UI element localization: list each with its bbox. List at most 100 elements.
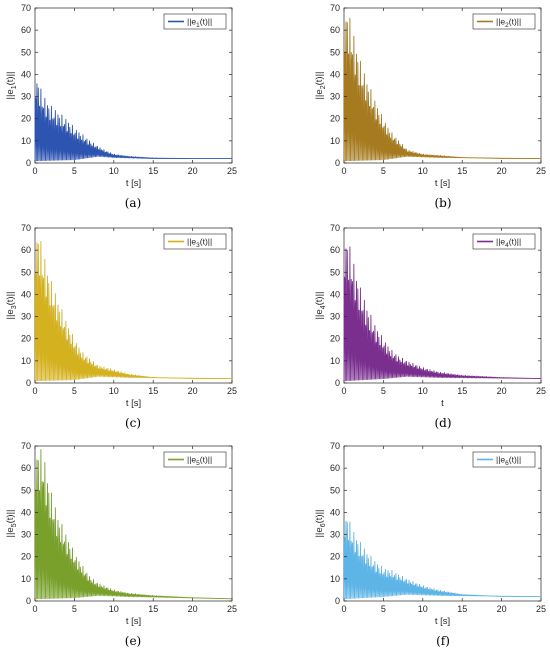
legend-label-tail: (t)|| <box>509 17 521 27</box>
y-axis-label-main: ||e <box>5 527 16 537</box>
x-tick-label: 25 <box>227 166 237 176</box>
x-tick-label: 15 <box>457 604 467 614</box>
series-line <box>344 520 541 600</box>
x-tick-label: 5 <box>381 166 386 176</box>
x-tick-label: 15 <box>148 386 158 396</box>
y-tick-label: 50 <box>21 47 31 57</box>
legend-label-main: ||e <box>187 455 196 465</box>
y-axis-label-tail: (t)|| <box>314 291 325 305</box>
x-tick-label: 25 <box>536 166 546 176</box>
legend-box <box>472 451 536 468</box>
x-tick-label: 10 <box>418 166 428 176</box>
y-tick-label: 40 <box>330 507 340 517</box>
y-axis-label: ||e4(t)|| <box>314 291 327 319</box>
legend: ||e2(t)|| <box>472 13 536 30</box>
legend-label-sub: 1 <box>196 22 200 29</box>
x-tick-label: 25 <box>227 386 237 396</box>
y-tick-label: 0 <box>26 378 31 388</box>
x-tick-label: 20 <box>497 604 507 614</box>
x-tick-label: 0 <box>32 386 37 396</box>
y-tick-label: 10 <box>21 356 31 366</box>
y-tick-label: 0 <box>335 378 340 388</box>
y-tick-label: 60 <box>21 25 31 35</box>
y-tick-label: 20 <box>330 552 340 562</box>
y-tick-label: 30 <box>330 92 340 102</box>
y-tick-label: 20 <box>330 334 340 344</box>
x-axis-label: t [s] <box>126 398 141 409</box>
x-axis-label: t [s] <box>435 616 450 627</box>
y-tick-label: 70 <box>330 3 340 13</box>
panel-caption: (b) <box>434 196 451 210</box>
y-tick-label: 60 <box>330 245 340 255</box>
x-tick-label: 0 <box>341 604 346 614</box>
legend-box <box>163 451 227 468</box>
legend-box <box>472 233 536 250</box>
x-tick-label: 25 <box>536 386 546 396</box>
x-tick-label: 20 <box>497 386 507 396</box>
x-tick-label: 5 <box>381 386 386 396</box>
x-tick-label: 10 <box>418 386 428 396</box>
y-tick-label: 50 <box>21 485 31 495</box>
y-axis-label-tail: (t)|| <box>5 71 16 85</box>
x-tick-label: 20 <box>188 166 198 176</box>
x-tick-label: 25 <box>227 604 237 614</box>
legend-label-sub: 2 <box>505 22 509 29</box>
legend-label-tail: (t)|| <box>509 455 521 465</box>
y-tick-label: 10 <box>21 136 31 146</box>
x-tick-label: 5 <box>72 604 77 614</box>
x-axis-label: t [s] <box>435 178 450 189</box>
panel-caption: (d) <box>434 416 451 430</box>
y-axis-label-tail: (t)|| <box>5 509 16 523</box>
legend-label-main: ||e <box>187 237 196 247</box>
y-tick-label: 10 <box>330 136 340 146</box>
y-axis-label: ||e3(t)|| <box>5 291 18 319</box>
legend: ||e5(t)|| <box>163 451 227 468</box>
x-tick-label: 10 <box>109 166 119 176</box>
y-axis-label-sub: 6 <box>320 523 327 527</box>
y-tick-label: 20 <box>21 114 31 124</box>
series-line <box>344 17 541 162</box>
y-axis-label-main: ||e <box>5 89 16 99</box>
x-tick-label: 20 <box>188 604 198 614</box>
legend-label-sub: 5 <box>196 460 200 467</box>
y-tick-label: 30 <box>21 92 31 102</box>
y-tick-label: 50 <box>21 267 31 277</box>
legend-label-sub: 3 <box>196 242 200 249</box>
y-tick-label: 20 <box>21 334 31 344</box>
panel-caption: (c) <box>125 416 141 430</box>
legend-label: ||e4(t)|| <box>496 237 521 250</box>
y-axis-label-main: ||e <box>314 527 325 537</box>
y-axis-label: ||e1(t)|| <box>5 71 18 99</box>
series-line <box>35 83 232 162</box>
legend: ||e4(t)|| <box>472 233 536 250</box>
legend-label-tail: (t)|| <box>200 17 212 27</box>
x-tick-label: 0 <box>32 166 37 176</box>
legend: ||e3(t)|| <box>163 233 227 250</box>
y-tick-label: 60 <box>330 463 340 473</box>
y-tick-label: 0 <box>26 158 31 168</box>
x-tick-label: 15 <box>148 166 158 176</box>
legend-label-main: ||e <box>496 455 505 465</box>
y-tick-label: 60 <box>330 25 340 35</box>
y-axis-label-sub: 4 <box>320 305 327 309</box>
panel-caption: (f) <box>436 634 450 648</box>
y-axis-label-sub: 5 <box>11 523 18 527</box>
y-tick-label: 40 <box>330 289 340 299</box>
series-line <box>344 246 541 382</box>
legend-label-main: ||e <box>496 237 505 247</box>
y-axis-label-tail: (t)|| <box>314 71 325 85</box>
x-tick-label: 20 <box>497 166 507 176</box>
y-axis-label-sub: 1 <box>11 85 18 89</box>
legend-box <box>472 13 536 30</box>
x-axis-label: t [s] <box>126 178 141 189</box>
y-tick-label: 30 <box>330 530 340 540</box>
y-tick-label: 30 <box>21 530 31 540</box>
x-axis-label: t <box>441 398 444 409</box>
legend-label: ||e3(t)|| <box>187 237 212 250</box>
chart-panel: 0 5 10 15 20 25010203040506070t||e4(t)||||e4(… <box>314 223 546 430</box>
legend-label-sub: 4 <box>505 242 509 249</box>
legend: ||e6(t)|| <box>472 451 536 468</box>
legend-label-main: ||e <box>187 17 196 27</box>
